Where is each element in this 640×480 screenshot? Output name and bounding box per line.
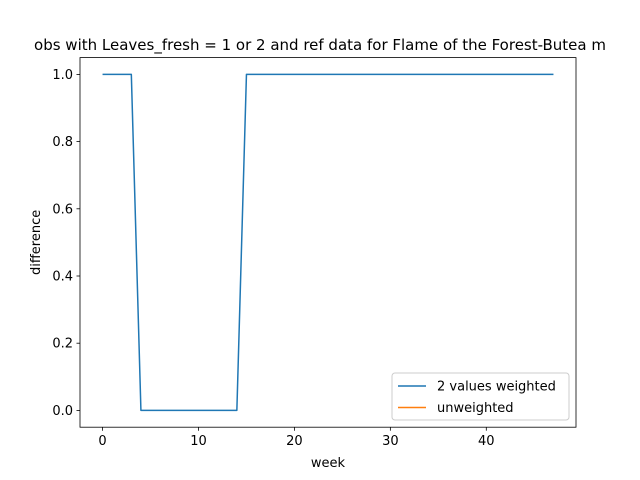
x-tick-label: 40 [478, 434, 495, 449]
x-tick-label: 30 [382, 434, 399, 449]
y-tick-label: 1.0 [52, 68, 73, 83]
y-axis-label: difference [29, 210, 44, 275]
series-line-0 [102, 73, 554, 412]
x-tick-label: 20 [286, 434, 303, 449]
y-tick-label: 0.8 [52, 135, 73, 150]
y-tick-label: 0.2 [52, 337, 73, 352]
y-axis: 0.0 0.2 0.4 0.6 0.8 1.0 [52, 68, 80, 419]
y-tick-label: 0.6 [52, 202, 73, 217]
x-tick-label: 0 [98, 434, 106, 449]
legend-label-0: 2 values weighted [437, 380, 556, 395]
x-axis-label: week [311, 456, 346, 471]
legend-box [391, 372, 570, 421]
chart-title: obs with Leaves_fresh = 1 or 2 and ref d… [34, 36, 606, 55]
x-tick-label: 10 [190, 434, 207, 449]
y-tick-label: 0.0 [52, 404, 73, 419]
x-axis: 0 10 20 30 40 [98, 427, 495, 449]
legend-label-1: unweighted [437, 401, 514, 416]
series-layer [102, 73, 554, 412]
legend: 2 values weighted unweighted [391, 372, 570, 421]
plot-frame [79, 57, 577, 428]
y-tick-label: 0.4 [52, 270, 73, 285]
